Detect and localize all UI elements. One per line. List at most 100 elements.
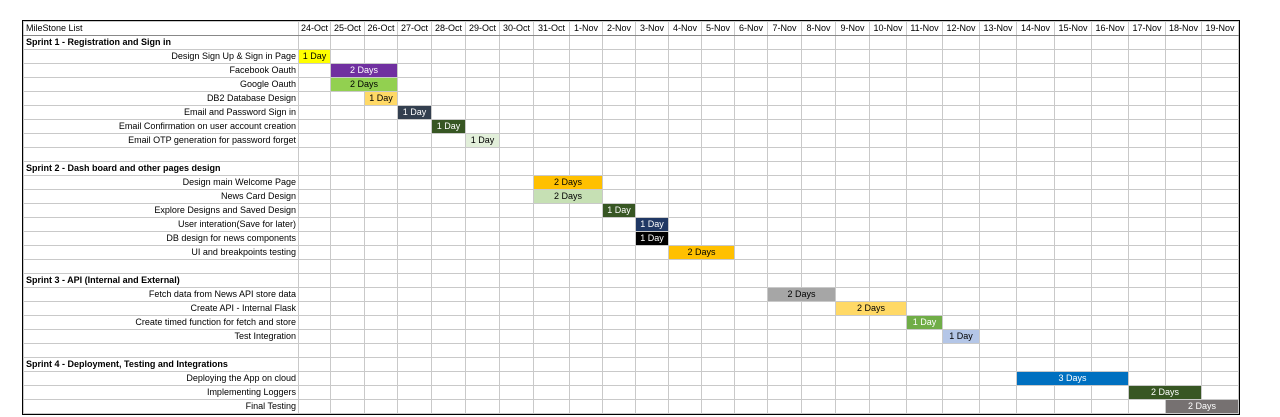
empty-cell[interactable] xyxy=(635,329,670,344)
empty-cell[interactable] xyxy=(1201,315,1240,330)
empty-cell[interactable] xyxy=(602,245,637,260)
empty-cell[interactable] xyxy=(668,35,703,50)
empty-cell[interactable] xyxy=(668,287,703,302)
empty-cell[interactable] xyxy=(1091,259,1130,274)
empty-cell[interactable] xyxy=(942,77,981,92)
empty-cell[interactable] xyxy=(869,399,908,414)
task-name[interactable]: DB design for news components xyxy=(23,231,299,246)
empty-cell[interactable] xyxy=(1128,343,1167,358)
empty-cell[interactable] xyxy=(801,147,837,162)
empty-cell[interactable] xyxy=(801,133,837,148)
empty-cell[interactable] xyxy=(602,399,637,414)
empty-cell[interactable] xyxy=(801,49,837,64)
empty-cell[interactable] xyxy=(330,217,366,232)
empty-cell[interactable] xyxy=(569,203,604,218)
duration-bar[interactable]: 1 Day xyxy=(465,133,501,148)
empty-cell[interactable] xyxy=(533,35,571,50)
empty-cell[interactable] xyxy=(906,399,944,414)
empty-cell[interactable] xyxy=(1016,189,1056,204)
duration-bar[interactable]: 2 Days xyxy=(533,189,604,204)
empty-cell[interactable] xyxy=(801,399,837,414)
empty-cell[interactable] xyxy=(431,161,467,176)
empty-cell[interactable] xyxy=(1165,189,1203,204)
task-name[interactable]: UI and breakpoints testing xyxy=(23,245,299,260)
empty-cell[interactable] xyxy=(1201,273,1240,288)
empty-cell[interactable] xyxy=(465,371,501,386)
empty-cell[interactable] xyxy=(397,385,433,400)
empty-cell[interactable] xyxy=(767,259,803,274)
empty-cell[interactable] xyxy=(835,385,871,400)
empty-cell[interactable] xyxy=(906,35,944,50)
empty-cell[interactable] xyxy=(569,63,604,78)
duration-bar[interactable]: 1 Day xyxy=(635,231,670,246)
empty-cell[interactable] xyxy=(869,189,908,204)
empty-cell[interactable] xyxy=(397,77,433,92)
empty-cell[interactable] xyxy=(364,301,399,316)
empty-cell[interactable] xyxy=(869,273,908,288)
empty-cell[interactable] xyxy=(397,371,433,386)
empty-cell[interactable] xyxy=(1054,119,1093,134)
empty-cell[interactable] xyxy=(569,315,604,330)
empty-cell[interactable] xyxy=(979,49,1018,64)
empty-cell[interactable] xyxy=(942,301,981,316)
empty-cell[interactable] xyxy=(767,273,803,288)
empty-cell[interactable] xyxy=(465,399,501,414)
empty-cell[interactable] xyxy=(906,147,944,162)
empty-cell[interactable] xyxy=(801,189,837,204)
empty-cell[interactable] xyxy=(1016,315,1056,330)
empty-cell[interactable] xyxy=(1201,63,1240,78)
empty-cell[interactable] xyxy=(979,259,1018,274)
empty-cell[interactable] xyxy=(979,35,1018,50)
empty-cell[interactable] xyxy=(869,175,908,190)
empty-cell[interactable] xyxy=(869,133,908,148)
empty-cell[interactable] xyxy=(906,329,944,344)
empty-cell[interactable] xyxy=(533,287,571,302)
empty-cell[interactable] xyxy=(635,371,670,386)
empty-cell[interactable] xyxy=(701,259,736,274)
empty-cell[interactable] xyxy=(330,119,366,134)
empty-cell[interactable] xyxy=(701,189,736,204)
empty-cell[interactable] xyxy=(431,133,467,148)
empty-cell[interactable] xyxy=(330,133,366,148)
empty-cell[interactable] xyxy=(734,91,769,106)
empty-cell[interactable] xyxy=(23,147,299,162)
empty-cell[interactable] xyxy=(906,133,944,148)
empty-cell[interactable] xyxy=(533,315,571,330)
empty-cell[interactable] xyxy=(602,273,637,288)
empty-cell[interactable] xyxy=(801,259,837,274)
empty-cell[interactable] xyxy=(330,203,366,218)
empty-cell[interactable] xyxy=(533,161,571,176)
empty-cell[interactable] xyxy=(668,399,703,414)
empty-cell[interactable] xyxy=(701,119,736,134)
date-header-16-nov[interactable]: 16-Nov xyxy=(1091,21,1130,36)
empty-cell[interactable] xyxy=(635,245,670,260)
empty-cell[interactable] xyxy=(499,77,535,92)
duration-bar[interactable]: 1 Day xyxy=(364,91,399,106)
empty-cell[interactable] xyxy=(835,371,871,386)
empty-cell[interactable] xyxy=(1165,147,1203,162)
empty-cell[interactable] xyxy=(701,203,736,218)
empty-cell[interactable] xyxy=(1128,217,1167,232)
empty-cell[interactable] xyxy=(1091,133,1130,148)
empty-cell[interactable] xyxy=(835,315,871,330)
empty-cell[interactable] xyxy=(1128,161,1167,176)
empty-cell[interactable] xyxy=(979,105,1018,120)
empty-cell[interactable] xyxy=(1054,357,1093,372)
task-name[interactable]: Test Integration xyxy=(23,329,299,344)
sprint-title[interactable]: Sprint 4 - Deployment, Testing and Integ… xyxy=(23,357,299,372)
empty-cell[interactable] xyxy=(1016,385,1056,400)
empty-cell[interactable] xyxy=(431,231,467,246)
empty-cell[interactable] xyxy=(1165,329,1203,344)
empty-cell[interactable] xyxy=(364,189,399,204)
date-header-18-nov[interactable]: 18-Nov xyxy=(1165,21,1203,36)
empty-cell[interactable] xyxy=(602,301,637,316)
empty-cell[interactable] xyxy=(701,63,736,78)
empty-cell[interactable] xyxy=(1054,273,1093,288)
empty-cell[interactable] xyxy=(668,217,703,232)
empty-cell[interactable] xyxy=(1165,63,1203,78)
empty-cell[interactable] xyxy=(431,203,467,218)
empty-cell[interactable] xyxy=(499,35,535,50)
date-header-9-nov[interactable]: 9-Nov xyxy=(835,21,871,36)
empty-cell[interactable] xyxy=(297,385,332,400)
empty-cell[interactable] xyxy=(1016,343,1056,358)
